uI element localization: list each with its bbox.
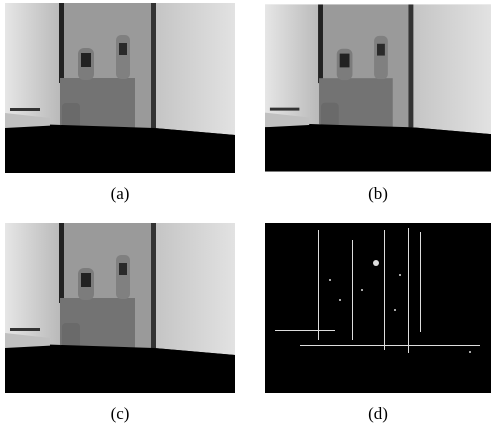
depth-image [5,223,235,393]
error-image [265,223,491,393]
depth-image [265,4,491,171]
caption: (b) [368,184,388,203]
caption: (d) [368,404,388,423]
caption: (c) [111,404,130,423]
caption: (a) [111,184,130,203]
figure: (a) (b) (c) (d) [0,0,491,430]
depth-image [5,3,235,173]
